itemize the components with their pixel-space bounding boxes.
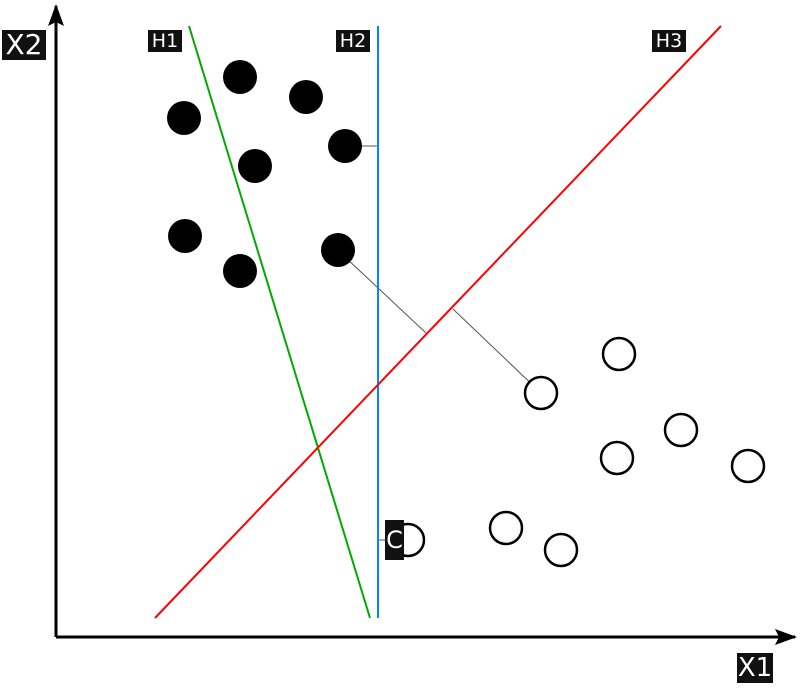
filled-point — [328, 129, 362, 163]
open-point — [488, 510, 524, 546]
hyperplane-h3 — [154, 25, 722, 619]
h1-label: H1 — [148, 30, 182, 52]
h3-label: H3 — [652, 30, 686, 52]
filled-point — [238, 149, 272, 183]
open-point — [730, 448, 766, 484]
open-point — [543, 532, 579, 568]
filled-point — [168, 219, 202, 253]
open-point — [523, 375, 559, 411]
point-c-label: C — [385, 520, 404, 560]
margin-line-h3-filled — [344, 256, 427, 334]
filled-point — [289, 80, 323, 114]
filled-point — [321, 233, 355, 267]
filled-point — [223, 60, 257, 94]
open-point — [599, 440, 635, 476]
filled-point — [223, 254, 257, 288]
h2-label: H2 — [336, 30, 370, 52]
open-point — [663, 412, 699, 448]
open-point — [601, 336, 637, 372]
filled-point — [167, 101, 201, 135]
margin-line-h3-open — [452, 308, 542, 394]
x-axis-label: X1 — [737, 653, 773, 683]
hyperplane-h1 — [188, 25, 371, 619]
y-axis-label: X2 — [2, 30, 46, 60]
